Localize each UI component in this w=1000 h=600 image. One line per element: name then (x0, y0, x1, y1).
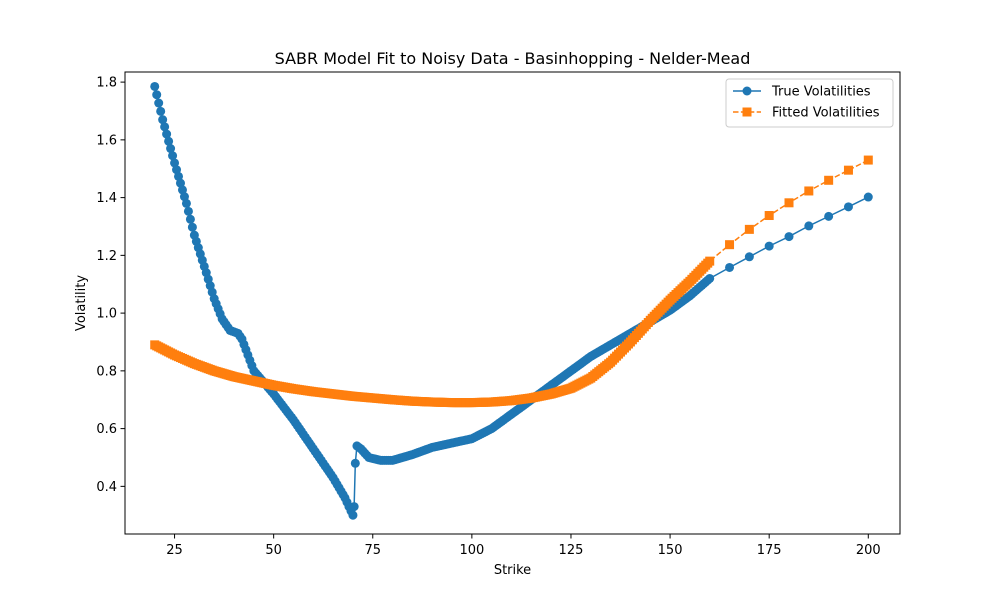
data-point (705, 256, 715, 266)
data-point (764, 211, 774, 221)
series-fitted-volatilities (150, 155, 873, 408)
data-point (185, 214, 195, 224)
series-true-volatilities (150, 81, 873, 520)
data-point (744, 252, 754, 262)
x-axis-label: Strike (494, 563, 531, 578)
data-point (158, 115, 168, 125)
data-point (705, 273, 715, 283)
data-point (824, 175, 834, 185)
data-point (152, 90, 162, 100)
y-tick-label: 1.4 (96, 191, 117, 206)
data-point (181, 198, 191, 208)
data-point (863, 155, 873, 165)
data-point (160, 122, 170, 132)
x-tick-label: 125 (559, 543, 584, 558)
data-point (349, 502, 359, 512)
series-layer (150, 81, 873, 520)
data-point (843, 165, 853, 175)
data-point (725, 262, 735, 272)
legend-fitted-marker (742, 107, 752, 117)
data-point (348, 510, 358, 520)
data-point (156, 106, 166, 116)
data-point (744, 224, 754, 234)
x-tick-label: 175 (757, 543, 782, 558)
data-point (764, 241, 774, 251)
y-tick-label: 1.6 (96, 133, 117, 148)
x-tick-label: 50 (265, 543, 282, 558)
plot-frame (124, 71, 901, 535)
legend-true-label: True Volatilities (771, 85, 871, 100)
data-point (187, 222, 197, 232)
chart-title: SABR Model Fit to Noisy Data - Basinhopp… (275, 49, 751, 68)
x-tick-label: 200 (856, 543, 881, 558)
series-line (154, 86, 869, 518)
y-tick-label: 1.8 (96, 76, 117, 91)
data-point (150, 81, 160, 91)
data-point (183, 206, 193, 216)
data-point (804, 221, 814, 231)
data-point (162, 129, 172, 139)
data-point (350, 458, 360, 468)
y-tick-label: 0.6 (96, 422, 117, 437)
x-tick-label: 25 (166, 543, 183, 558)
x-tick-label: 150 (658, 543, 683, 558)
data-point (804, 186, 814, 196)
data-point (784, 232, 794, 242)
data-point (824, 211, 834, 221)
y-tick-label: 1.2 (96, 249, 117, 264)
legend: True Volatilities Fitted Volatilities (725, 78, 894, 128)
data-point (164, 136, 174, 146)
x-axis: 25 50 75 100 125 150 175 200 (166, 534, 881, 558)
y-tick-label: 0.8 (96, 364, 117, 379)
legend-fitted-label: Fitted Volatilities (772, 106, 880, 121)
legend-true-marker (742, 86, 752, 96)
x-tick-label: 100 (459, 543, 484, 558)
x-tick-label: 75 (364, 543, 381, 558)
data-point (154, 98, 164, 108)
y-axis: 0.4 0.6 0.8 1.0 1.2 1.4 1.6 1.8 (96, 76, 125, 495)
y-axis-label: Volatility (74, 275, 89, 331)
series-line (154, 159, 869, 404)
y-tick-label: 1.0 (96, 307, 117, 322)
data-point (725, 240, 735, 250)
legend-box (725, 78, 894, 128)
data-point (168, 151, 178, 161)
data-point (784, 198, 794, 208)
data-point (843, 202, 853, 212)
y-tick-label: 0.4 (96, 480, 117, 495)
data-point (863, 192, 873, 202)
data-point (166, 144, 176, 154)
